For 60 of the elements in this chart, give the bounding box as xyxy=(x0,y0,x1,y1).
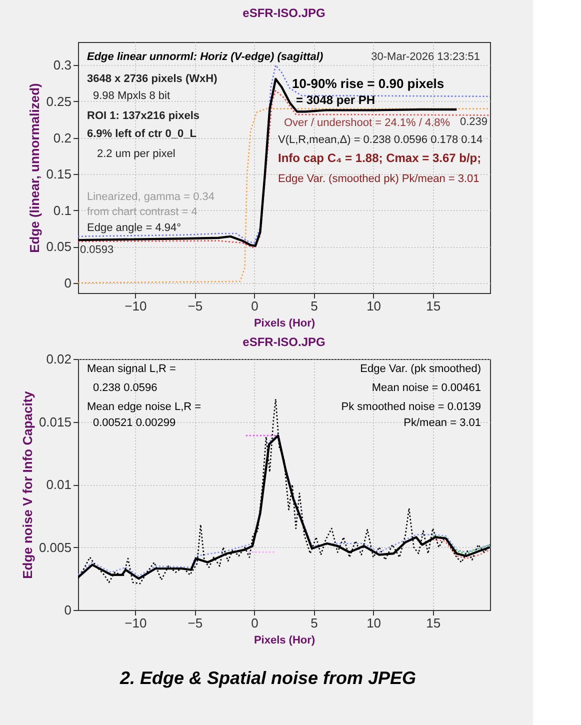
annotation: Mean noise = 0.00461 xyxy=(372,382,481,394)
x-tick-label: 10 xyxy=(366,616,382,630)
annotation: Mean edge noise L,R = xyxy=(87,401,202,413)
x-tick-label: 5 xyxy=(310,616,318,630)
x-tick-label: 15 xyxy=(426,616,441,630)
annotation: 3648 x 2736 pixels (WxH) xyxy=(87,73,218,85)
annotation: Over / undershoot = 24.1% / 4.8% xyxy=(284,117,450,129)
x-axis-title: Pixels (Hor) xyxy=(254,318,316,330)
annotation: Pk smoothed noise = 0.0139 xyxy=(341,401,481,413)
annotation: 6.9% left of ctr 0_0_L xyxy=(87,128,197,140)
text: 2. Edge & Spatial noise from JPEG xyxy=(118,668,416,688)
annotation: 0.0593 xyxy=(80,244,114,256)
annotation: Linearized, gamma = 0.34 xyxy=(87,191,214,203)
x-tick-label: 0 xyxy=(251,616,258,630)
x-tick-label: −10 xyxy=(124,298,147,314)
annotation: Edge Var. (smoothed pk) Pk/mean = 3.01 xyxy=(278,173,480,185)
annotation: Info cap C₄ = 1.88; Cmax = 3.67 b/p; xyxy=(278,151,482,165)
chart-title: eSFR-ISO.JPG xyxy=(242,6,326,20)
y-tick-label: 0.2 xyxy=(53,130,72,146)
x-tick-label: 15 xyxy=(426,298,441,314)
y-tick-label: 0.02 xyxy=(46,352,72,366)
annotation: Edge Var. (pk smoothed) xyxy=(360,363,481,375)
y-axis-title: Edge (linear, unnormalized) xyxy=(27,83,42,253)
y-tick-label: 0 xyxy=(64,602,72,618)
annotation: 0.00521 0.00299 xyxy=(93,417,176,429)
annotation: from chart contrast = 4 xyxy=(87,206,198,218)
x-tick-label: 0 xyxy=(251,298,258,314)
y-tick-label: 0.05 xyxy=(46,239,72,254)
annotation: 30-Mar-2026 13:23:51 xyxy=(371,51,480,63)
y-tick-label: 0.1 xyxy=(53,202,72,218)
x-axis-title: Pixels (Hor) xyxy=(254,634,316,646)
annotation: Edge linear unnorml: Horiz (V-edge) (sagittal) xyxy=(87,51,324,63)
line-series xyxy=(432,539,490,560)
x-tick-label: −5 xyxy=(188,298,203,314)
annotation: Pk/mean = 3.01 xyxy=(404,417,481,429)
annotation: Mean signal L,R = xyxy=(87,363,176,375)
line-series xyxy=(432,535,490,554)
annotation: = 3048 per PH xyxy=(296,93,376,107)
annotation: 2.2 um per pixel xyxy=(97,148,176,160)
y-tick-label: 0.25 xyxy=(46,94,72,109)
x-tick-label: −5 xyxy=(188,616,203,630)
annotation: ROI 1: 137x216 pixels xyxy=(87,110,200,122)
x-tick-label: 10 xyxy=(366,298,382,314)
x-tick-label: 5 xyxy=(310,298,318,314)
line-series xyxy=(78,108,490,284)
annotation: Edge angle = 4.94° xyxy=(87,222,182,234)
annotation: 0.239 xyxy=(460,116,488,128)
y-tick-label: 0.15 xyxy=(46,166,72,182)
y-axis-title: Edge noise V for Info Capacity xyxy=(20,390,35,579)
y-tick-label: 0 xyxy=(64,275,72,290)
chart-title: eSFR-ISO.JPG xyxy=(242,335,326,349)
annotation: 0.238 0.0596 xyxy=(93,382,158,394)
annotation: 10-90% rise = 0.90 pixels xyxy=(292,76,444,91)
annotation: V(L,R,mean,Δ) = 0.238 0.0596 0.178 0.14 xyxy=(278,134,483,146)
y-tick-label: 0.3 xyxy=(53,58,72,73)
x-tick-label: −10 xyxy=(124,616,147,630)
y-tick-label: 0.01 xyxy=(46,477,72,492)
y-tick-label: 0.015 xyxy=(38,414,72,430)
annotation: 9.98 Mpxls 8 bit xyxy=(93,90,170,102)
y-tick-label: 0.005 xyxy=(38,540,72,555)
